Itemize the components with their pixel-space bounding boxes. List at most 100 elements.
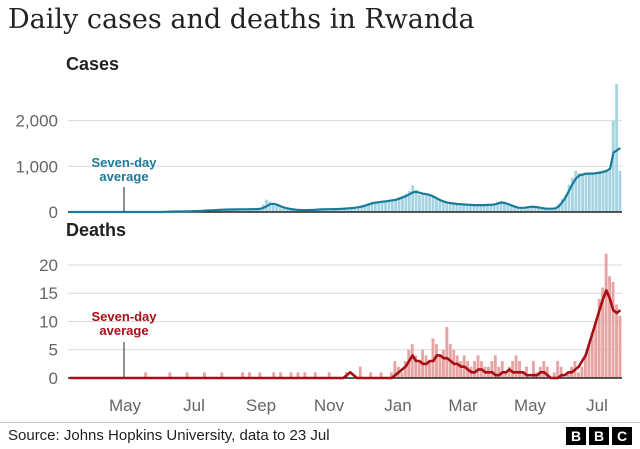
footer: Source: Johns Hopkins University, data t… xyxy=(0,423,640,449)
deaths-daily-bar xyxy=(455,355,459,378)
cases-daily-bar xyxy=(384,200,387,212)
chart-title: Daily cases and deaths in Rwanda xyxy=(8,4,475,35)
cases-daily-bar xyxy=(248,209,251,212)
cases-daily-bar xyxy=(492,204,496,212)
deaths-daily-bar xyxy=(393,361,397,378)
cases-daily-bar xyxy=(353,207,357,212)
cases-daily-bar xyxy=(509,205,513,212)
cases-daily-bar xyxy=(533,206,537,212)
cases-daily-bar xyxy=(292,209,296,212)
cases-daily-bar xyxy=(339,208,343,212)
deaths-daily-bar xyxy=(500,361,504,378)
bbc-logo-b2: B xyxy=(589,427,609,445)
cases-y-tick-label: 1,000 xyxy=(15,157,58,176)
cases-daily-bar xyxy=(598,170,602,212)
cases-daily-bar xyxy=(387,200,391,212)
cases-daily-bar xyxy=(462,204,466,212)
cases-daily-bar xyxy=(360,206,364,212)
deaths-daily-bar xyxy=(576,372,580,378)
deaths-daily-bar xyxy=(379,372,383,378)
cases-daily-bar xyxy=(241,209,245,212)
cases-daily-bar xyxy=(458,204,462,212)
x-tick-label: May xyxy=(109,396,142,415)
deaths-daily-bar xyxy=(594,321,598,378)
deaths-seven-day-average-line xyxy=(69,289,622,380)
cases-daily-bar xyxy=(540,208,544,212)
cases-daily-bar xyxy=(503,201,506,212)
cases-daily-bar xyxy=(251,208,255,212)
cases-daily-bar xyxy=(455,204,459,212)
cases-daily-bar xyxy=(333,209,336,212)
deaths-daily-bar xyxy=(552,372,556,378)
deaths-daily-bar xyxy=(414,355,418,378)
deaths-daily-bar xyxy=(566,372,570,378)
cases-daily-bar xyxy=(554,208,557,212)
cases-daily-bar xyxy=(244,209,248,212)
cases-daily-bar xyxy=(231,209,234,212)
cases-daily-bar xyxy=(520,207,523,212)
cases-daily-bar xyxy=(421,193,425,212)
cases-daily-bar xyxy=(486,204,489,212)
deaths-daily-bar xyxy=(327,372,331,378)
deaths-y-tick-label: 0 xyxy=(49,369,58,388)
cases-daily-bar xyxy=(472,205,476,212)
cases-daily-bar xyxy=(363,204,367,212)
deaths-daily-bar xyxy=(559,366,563,378)
cases-daily-bar xyxy=(448,203,452,212)
deaths-daily-bar xyxy=(445,327,449,378)
deaths-daily-bar xyxy=(545,366,549,378)
deaths-daily-bar xyxy=(203,372,206,378)
cases-daily-bar xyxy=(282,207,285,212)
deaths-daily-bar xyxy=(590,332,594,378)
deaths-daily-bar xyxy=(476,355,480,378)
cases-daily-bar xyxy=(373,202,377,212)
cases-daily-bar xyxy=(516,207,520,212)
cases-daily-bar xyxy=(401,195,404,212)
deaths-daily-bar xyxy=(511,361,515,378)
cases-daily-bar xyxy=(411,185,415,212)
cases-daily-bar xyxy=(543,208,547,212)
cases-daily-bar xyxy=(418,194,421,212)
source-note: Source: Johns Hopkins University, data t… xyxy=(8,427,330,444)
deaths-daily-bar xyxy=(313,372,317,378)
bbc-logo-c: C xyxy=(612,427,632,445)
deaths-daily-bar xyxy=(248,372,251,378)
cases-daily-bar xyxy=(275,205,279,212)
cases-daily-bar xyxy=(615,84,619,212)
deaths-daily-bar xyxy=(441,349,445,378)
cases-daily-bar xyxy=(407,190,411,212)
x-tick-label: Jan xyxy=(384,396,411,415)
deaths-daily-bar xyxy=(438,355,442,378)
cases-daily-bar xyxy=(489,205,493,212)
bbc-logo-b1: B xyxy=(566,427,586,445)
deaths-daily-bar xyxy=(369,372,373,378)
cases-daily-bar xyxy=(564,194,568,212)
deaths-daily-bar xyxy=(504,372,508,378)
cases-daily-bar xyxy=(475,205,479,212)
deaths-daily-bar xyxy=(185,372,189,378)
cases-daily-bar xyxy=(404,193,408,212)
deaths-daily-bar xyxy=(241,372,244,378)
cases-daily-bar xyxy=(356,206,360,212)
cases-daily-bar xyxy=(319,209,323,212)
cases-daily-bar xyxy=(591,174,595,212)
cases-daily-bar xyxy=(557,203,561,212)
deaths-daily-bar xyxy=(473,361,476,378)
cases-daily-bar xyxy=(465,204,469,212)
cases-daily-bar xyxy=(479,205,483,212)
x-tick-label: Nov xyxy=(314,396,345,415)
deaths-daily-bar xyxy=(531,361,535,378)
cases-daily-bar xyxy=(611,120,615,212)
footer-divider xyxy=(0,422,640,423)
cases-daily-bar xyxy=(370,201,374,212)
cases-daily-bar xyxy=(343,208,347,212)
deaths-daily-bar xyxy=(611,281,615,378)
deaths-daily-bar xyxy=(514,355,518,378)
deaths-daily-bar xyxy=(358,366,362,378)
cases-daily-bar xyxy=(605,169,608,212)
cases-daily-bar xyxy=(367,202,370,212)
cases-seven-day-average-line xyxy=(69,147,621,214)
deaths-daily-bar xyxy=(459,361,463,378)
cases-daily-bar xyxy=(414,189,418,212)
cases-daily-bar xyxy=(278,206,282,212)
